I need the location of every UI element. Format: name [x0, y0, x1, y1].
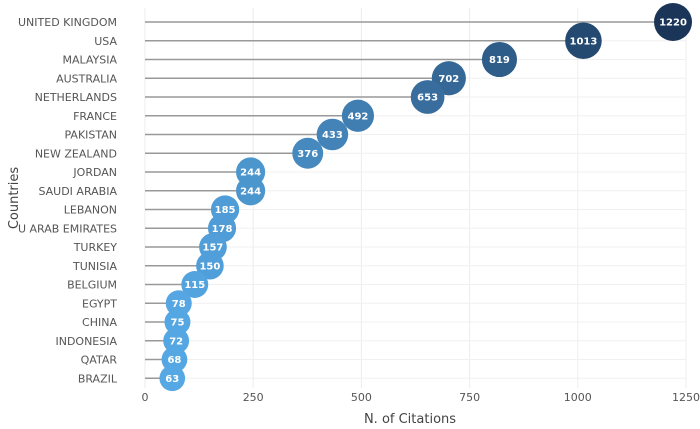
data-label: 185: [215, 205, 236, 216]
x-tick-labels: 0 250 500 750 1000 1250: [142, 391, 700, 404]
y-tick-labels: UNITED KINGDOM USA MALAYSIA AUSTRALIA NETHER…: [18, 16, 118, 385]
y-tick-label: NEW ZEALAND: [35, 147, 117, 160]
bubble: [410, 80, 445, 114]
data-label: 653: [417, 93, 438, 104]
data-label: 702: [438, 74, 459, 85]
data-label: 68: [167, 355, 181, 366]
bubble: [196, 251, 224, 280]
y-tick-label: BELGIUM: [67, 279, 117, 292]
bubble: [341, 99, 375, 132]
bubble: [163, 327, 190, 354]
data-label: 376: [297, 149, 318, 160]
x-tick-label: 1000: [564, 391, 592, 404]
data-label: 115: [184, 280, 205, 291]
x-tick-label: 0: [142, 391, 149, 404]
data-label: 1013: [570, 36, 598, 47]
data-label: 75: [170, 318, 184, 329]
x-tick-label: 1250: [672, 391, 700, 404]
y-tick-label: EGYPT: [82, 297, 117, 310]
x-axis-title: N. of Citations: [364, 412, 456, 427]
bubble: [565, 22, 602, 60]
bubble: [164, 309, 191, 335]
bubble: [165, 290, 192, 317]
y-tick-label: LEBANON: [64, 204, 117, 217]
data-label: 244: [240, 168, 261, 179]
y-tick-label: INDONESIA: [55, 335, 117, 348]
bubble: [236, 176, 266, 206]
data-label: 178: [212, 224, 233, 235]
y-tick-label: AUSTRALIA: [56, 72, 117, 85]
data-label: 157: [203, 243, 224, 254]
data-label: 1220: [659, 18, 687, 29]
x-tick-label: 500: [351, 391, 372, 404]
data-label: 63: [165, 374, 179, 385]
y-tick-label: UNITED KINGDOM: [18, 16, 117, 29]
y-tick-label: PAKISTAN: [64, 129, 117, 142]
y-tick-label: TUNISIA: [72, 260, 117, 273]
y-tick-label: CHINA: [82, 316, 117, 329]
bubble: [292, 137, 324, 169]
bubble: [181, 271, 209, 298]
bubble: [316, 118, 349, 151]
data-label: 433: [322, 130, 343, 141]
y-tick-label: QATAR: [81, 354, 118, 367]
y-axis-title: Countries: [7, 167, 22, 230]
y-tick-label: NETHERLANDS: [35, 91, 117, 104]
data-label: 72: [169, 336, 183, 347]
data-label: 150: [199, 261, 220, 272]
y-tick-label: JORDAN: [72, 166, 117, 179]
x-tick-label: 750: [459, 391, 480, 404]
y-tick-label: SAUDI ARABIA: [38, 185, 117, 198]
x-tick-label: 250: [243, 391, 264, 404]
y-tick-label: U ARAB EMIRATES: [18, 222, 117, 235]
bubble: [481, 41, 518, 78]
data-label: 244: [240, 186, 261, 197]
data-label: 819: [489, 55, 510, 66]
data-label: 492: [348, 111, 369, 122]
bubble: [159, 365, 186, 392]
y-tick-label: MALAYSIA: [62, 54, 117, 67]
bubble: [654, 3, 693, 41]
y-tick-label: BRAZIL: [78, 372, 118, 385]
bubble: [161, 346, 188, 373]
y-tick-label: FRANCE: [73, 110, 117, 123]
data-label: 78: [172, 299, 186, 310]
y-tick-label: TURKEY: [73, 241, 118, 254]
y-tick-label: USA: [94, 35, 117, 48]
